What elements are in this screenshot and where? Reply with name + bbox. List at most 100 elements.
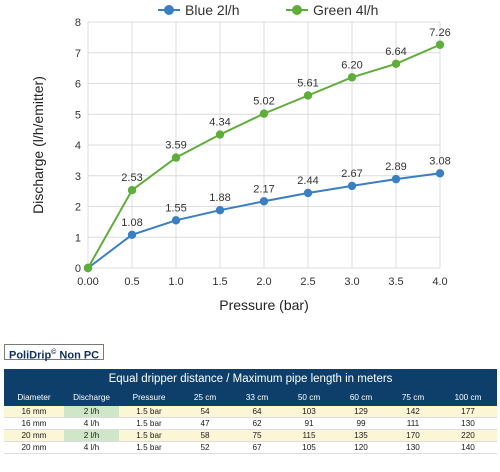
- table-cell: 4 l/h: [64, 441, 119, 454]
- data-point: [83, 263, 93, 273]
- table-cell: 91: [283, 417, 335, 430]
- table-cell: 105: [283, 441, 335, 454]
- data-point: [391, 59, 401, 69]
- table-header-cell: Pressure: [119, 389, 179, 406]
- data-label: 6.20: [341, 59, 362, 71]
- table-cell: 1.5 bar: [119, 406, 179, 418]
- y-tick-label: 8: [75, 17, 81, 29]
- y-tick-label: 2: [75, 202, 81, 214]
- table-cell: 170: [387, 429, 439, 442]
- x-tick-label: 2.5: [300, 276, 315, 288]
- table-header-cell: 100 cm: [439, 389, 498, 406]
- table-cell: 20 mm: [4, 441, 64, 454]
- data-label: 1.55: [165, 202, 186, 214]
- table-title: Equal dripper distance / Maximum pipe le…: [4, 369, 498, 389]
- table-cell: 111: [387, 417, 439, 430]
- table-cell: 54: [179, 406, 231, 418]
- table-cell: 129: [335, 406, 387, 418]
- table-cell: 135: [335, 429, 387, 442]
- data-point: [435, 169, 445, 178]
- y-tick-label: 1: [75, 232, 81, 244]
- x-tick-label: 1.5: [212, 276, 227, 288]
- pipe-length-table: Equal dripper distance / Maximum pipe le…: [4, 369, 498, 454]
- data-point: [303, 91, 313, 100]
- table-cell: 120: [335, 441, 387, 454]
- data-label: 2.44: [297, 175, 318, 187]
- table-cell: 58: [179, 429, 231, 442]
- data-label: 5.02: [253, 96, 274, 108]
- table-header-cell: 50 cm: [283, 389, 335, 406]
- table-header-cell: Discharge: [64, 389, 119, 406]
- table-cell: 99: [335, 417, 387, 430]
- brand-mark: ©: [51, 349, 57, 356]
- table-cell: 16 mm: [4, 417, 64, 430]
- table-row: 20 mm 2 l/h 1.5 bar 58 75 115 135 170 220: [4, 429, 498, 442]
- table-cell: 2 l/h: [64, 406, 119, 418]
- data-label: 6.64: [385, 46, 406, 58]
- brand-suffix: Non PC: [56, 349, 100, 362]
- data-point: [127, 230, 137, 239]
- data-point: [259, 109, 269, 118]
- table-cell: 115: [283, 429, 335, 442]
- data-label: 2.53: [121, 172, 142, 184]
- data-label: 3.08: [429, 155, 450, 167]
- data-label: 2.89: [385, 161, 406, 173]
- legend-swatch-marker: [292, 5, 302, 15]
- table-cell: 62: [231, 417, 283, 430]
- y-tick-label: 5: [75, 109, 81, 121]
- data-point: [215, 205, 225, 215]
- data-label: 2.67: [341, 168, 362, 180]
- table-header-row: Diameter Discharge Pressure 25 cm 33 cm 50 cm…: [4, 389, 498, 406]
- data-point: [347, 73, 357, 82]
- data-point: [127, 186, 137, 195]
- table-cell: 16 mm: [4, 406, 64, 418]
- data-point: [435, 40, 445, 49]
- x-tick-label: 4.0: [432, 276, 447, 288]
- table-cell: 103: [283, 406, 335, 418]
- table-cell: 75: [231, 429, 283, 442]
- table-title-row: Equal dripper distance / Maximum pipe le…: [4, 369, 498, 389]
- data-label: 1.88: [209, 192, 230, 204]
- data-point: [171, 153, 181, 162]
- legend-label: Green 4l/h: [313, 2, 378, 18]
- x-axis-title: Pressure (bar): [219, 297, 308, 313]
- table-cell: 220: [439, 429, 498, 442]
- table-cell: 1.5 bar: [119, 417, 179, 430]
- y-axis-title: Discharge (l/h/emitter): [30, 76, 46, 214]
- x-tick-label: 2.0: [256, 276, 271, 288]
- table-row: 20 mm 4 l/h 1.5 bar 52 67 105 120 130 140: [4, 441, 498, 454]
- data-label: 1.08: [121, 217, 142, 229]
- y-tick-label: 0: [75, 263, 81, 275]
- x-tick-label: 3.5: [388, 276, 403, 288]
- table-header-cell: 33 cm: [231, 389, 283, 406]
- table-cell: 67: [231, 441, 283, 454]
- y-tick-label: 6: [75, 79, 81, 91]
- legend-label: Blue 2l/h: [185, 2, 239, 18]
- x-tick-label: 0.00: [77, 276, 98, 288]
- table-header-cell: Diameter: [4, 389, 64, 406]
- data-point: [347, 181, 357, 191]
- table-header-cell: 25 cm: [179, 389, 231, 406]
- table-cell: 142: [387, 406, 439, 418]
- data-point: [259, 197, 269, 206]
- brand-label: PoliDrip© Non PC: [4, 344, 105, 362]
- data-label: 3.59: [165, 140, 186, 152]
- table-cell: 1.5 bar: [119, 441, 179, 454]
- table-cell: 20 mm: [4, 429, 64, 442]
- x-tick-label: 0.5: [124, 276, 139, 288]
- table-cell: 130: [387, 441, 439, 454]
- table-cell: 140: [439, 441, 498, 454]
- data-label: 5.61: [297, 77, 318, 89]
- table-cell: 177: [439, 406, 498, 418]
- x-tick-label: 3.0: [344, 276, 359, 288]
- data-label: 2.17: [253, 183, 274, 195]
- table-row: 16 mm 2 l/h 1.5 bar 54 64 103 129 142 177: [4, 406, 498, 418]
- data-point: [171, 216, 181, 225]
- table-header-cell: 75 cm: [387, 389, 439, 406]
- table-cell: 4 l/h: [64, 417, 119, 430]
- table-cell: 64: [231, 406, 283, 418]
- table-row: 16 mm 4 l/h 1.5 bar 47 62 91 99 111 130: [4, 417, 498, 430]
- y-tick-label: 7: [75, 48, 81, 60]
- data-point: [303, 188, 313, 198]
- discharge-chart: 0 1 2 3 4 5 6 7 8 0.00 0.5 1.0 1.5 2.0 2.5 3.0 3.5 4.0 Pre…: [30, 2, 451, 313]
